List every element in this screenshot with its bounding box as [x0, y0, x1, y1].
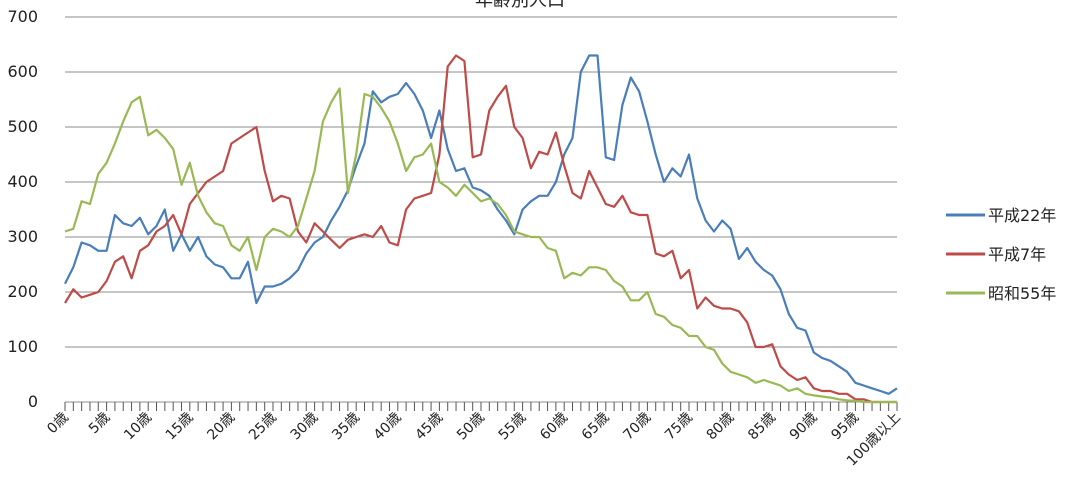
y-tick-label: 500	[7, 117, 38, 136]
y-tick-label: 700	[7, 7, 38, 26]
x-tick-label: 85歳	[745, 410, 779, 444]
x-tick-label: 80歳	[704, 410, 738, 444]
x-tick-label: 75歳	[662, 410, 696, 444]
x-tick-label: 5歳	[86, 410, 114, 438]
x-tick-label: 40歳	[371, 410, 405, 444]
x-tick-label: 35歳	[329, 410, 363, 444]
y-axis: 0 100 200 300 400 500 600 700	[7, 7, 38, 411]
gridlines	[65, 16, 897, 403]
y-tick-label: 400	[7, 172, 38, 191]
series-line-1	[64, 54, 897, 404]
x-tick-label: 30歳	[288, 410, 322, 444]
series-lines	[64, 54, 898, 404]
x-tick-label: 50歳	[454, 410, 488, 444]
x-tick-label: 60歳	[537, 410, 571, 444]
x-tick-label: 95歳	[828, 410, 862, 444]
x-tick-label: 0歳	[44, 410, 72, 438]
x-tick-label: 10歳	[121, 410, 155, 444]
chart-title: 年齢別人口	[475, 0, 565, 11]
series-line-2	[64, 87, 897, 404]
x-tick-label: 55歳	[496, 410, 530, 444]
y-tick-label: 200	[7, 282, 38, 301]
y-tick-label: 600	[7, 62, 38, 81]
y-tick-label: 0	[28, 392, 38, 411]
x-tick-label: 90歳	[787, 410, 821, 444]
legend-label: 平成7年	[988, 245, 1046, 264]
x-tick-label: 20歳	[204, 410, 238, 444]
y-tick-label: 100	[7, 337, 38, 356]
series-line-0	[64, 54, 898, 395]
x-tick-label: 65歳	[579, 410, 613, 444]
x-tick-label: 15歳	[163, 410, 197, 444]
x-axis: 0歳 5歳 10歳 15歳 20歳 25歳 30歳 35歳 40歳 45歳 50歳 55歳 60歳 65歳…	[44, 401, 904, 469]
x-tick-label: 70歳	[620, 410, 654, 444]
x-tick-label: 25歳	[246, 410, 280, 444]
legend-label: 昭和55年	[988, 284, 1056, 303]
x-tick-label: 45歳	[412, 410, 446, 444]
y-tick-label: 300	[7, 227, 38, 246]
legend-label: 平成22年	[988, 206, 1056, 225]
